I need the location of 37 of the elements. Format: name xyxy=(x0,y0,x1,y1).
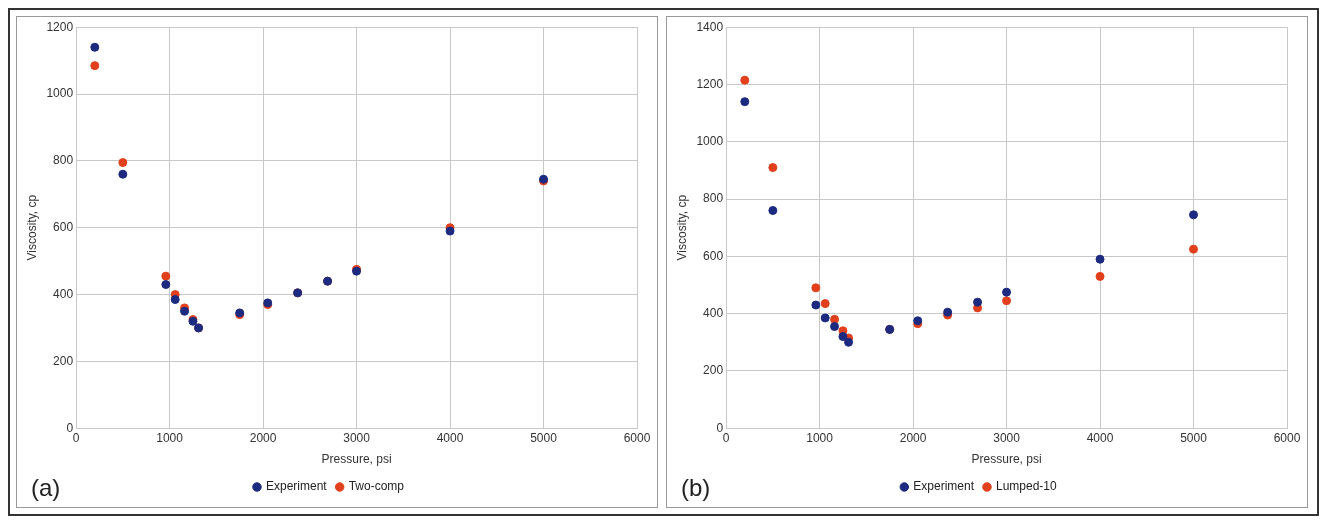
x-axis-title: Pressure, psi xyxy=(971,452,1042,467)
x-tick-label: 6000 xyxy=(623,430,651,445)
y-tick-label: 0 xyxy=(66,420,74,435)
legend-label: Experiment xyxy=(265,479,328,494)
legend-label: Experiment xyxy=(913,479,975,494)
y-axis-title: Viscosity, cp xyxy=(24,194,39,261)
x-tick-label: 2000 xyxy=(899,430,927,445)
y-tick-label: 200 xyxy=(53,353,74,368)
y-tick-label: 600 xyxy=(53,220,74,235)
x-tick-label: 1000 xyxy=(156,430,184,445)
x-tick-label: 5000 xyxy=(1180,430,1208,445)
x-tick-label: 1000 xyxy=(806,430,834,445)
legend-label: Two-comp xyxy=(348,479,405,494)
x-tick-label: 4000 xyxy=(1086,430,1114,445)
y-tick-label: 0 xyxy=(716,420,724,435)
y-tick-label: 1000 xyxy=(696,134,724,149)
y-tick-label: 400 xyxy=(703,305,724,320)
text: (a) xyxy=(31,473,61,501)
y-tick-label: 400 xyxy=(53,286,74,301)
legend-label: Lumped-10 xyxy=(995,479,1058,494)
x-tick-label: 2000 xyxy=(249,430,277,445)
y-tick-label: 200 xyxy=(703,363,724,378)
y-tick-label: 1400 xyxy=(696,19,724,34)
text: (b) xyxy=(681,473,711,501)
x-tick-label: 3000 xyxy=(343,430,371,445)
x-tick-label: 6000 xyxy=(1273,430,1301,445)
x-tick-label: 3000 xyxy=(993,430,1021,445)
x-tick-label: 4000 xyxy=(436,430,464,445)
y-tick-label: 800 xyxy=(703,191,724,206)
y-tick-label: 800 xyxy=(53,153,74,168)
x-tick-label: 5000 xyxy=(530,430,558,445)
x-axis-title: Pressure, psi xyxy=(321,452,392,467)
y-tick-label: 1200 xyxy=(696,76,724,91)
y-tick-label: 600 xyxy=(703,248,724,263)
y-tick-label: 1200 xyxy=(46,19,74,34)
y-axis-title: Viscosity, cp xyxy=(674,194,689,261)
y-tick-label: 1000 xyxy=(46,86,74,101)
